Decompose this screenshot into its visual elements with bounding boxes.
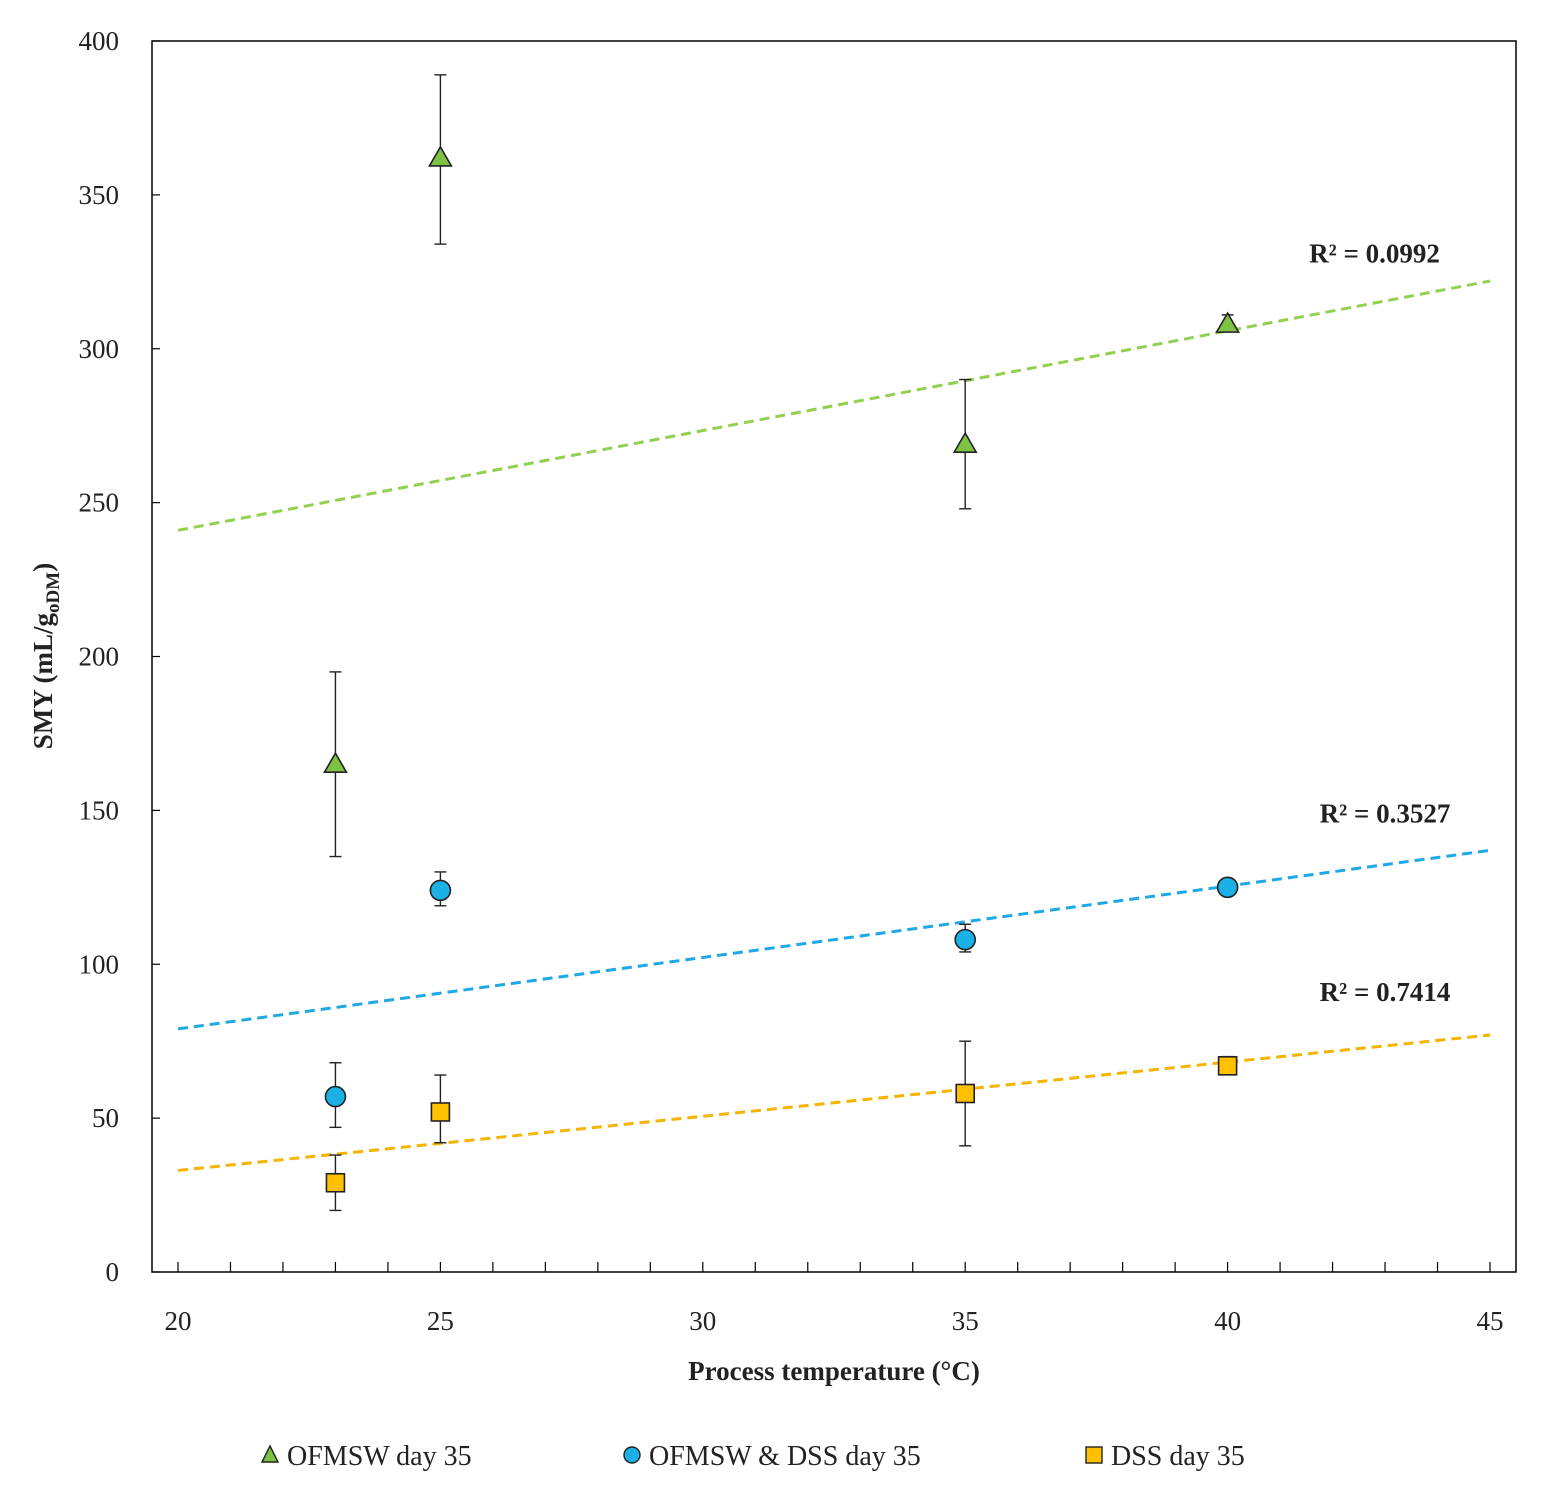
trendline-layer bbox=[177, 279, 1491, 1172]
y-axis-title: SMY (mL/goDM) bbox=[28, 563, 64, 749]
x-tick-label: 45 bbox=[1477, 1306, 1504, 1336]
legend-label: OFMSW & DSS day 35 bbox=[649, 1441, 921, 1472]
data-point-circle bbox=[1216, 876, 1239, 899]
x-tick-label: 20 bbox=[165, 1306, 192, 1336]
plot-area-frame bbox=[151, 40, 1517, 1273]
x-tick-label: 30 bbox=[689, 1306, 716, 1336]
data-point-circle bbox=[429, 879, 452, 902]
y-tick-label: 50 bbox=[92, 1103, 119, 1133]
y-tick-label: 150 bbox=[79, 795, 120, 825]
trendline-series-3 bbox=[177, 1033, 1491, 1172]
x-tick-label: 25 bbox=[427, 1306, 454, 1336]
y-axis-title-subscript: oDM bbox=[43, 572, 64, 613]
y-tick-label: 250 bbox=[79, 488, 120, 518]
legend-marker-triangle bbox=[260, 1444, 280, 1463]
trendline-series-1 bbox=[177, 279, 1491, 532]
data-point-square bbox=[955, 1083, 976, 1104]
x-axis-title: Process temperature (°C) bbox=[688, 1356, 980, 1386]
r-squared-layer: R² = 0.0992 R² = 0.3527 R² = 0.7414 bbox=[1309, 239, 1450, 1008]
r-squared-label: R² = 0.3527 bbox=[1320, 799, 1451, 829]
data-point-triangle bbox=[428, 145, 453, 167]
tick-layer: 0 50 100 150 200 250 300 350 400 20 25 30 35 40 45 bbox=[79, 26, 1504, 1336]
legend-label: OFMSW day 35 bbox=[287, 1441, 472, 1472]
data-point-triangle bbox=[1215, 311, 1240, 333]
data-point-triangle bbox=[323, 751, 348, 774]
data-point-square bbox=[1217, 1056, 1238, 1076]
data-point-square bbox=[325, 1172, 346, 1193]
data-point-circle bbox=[324, 1085, 347, 1108]
r-squared-label: R² = 0.0992 bbox=[1309, 239, 1440, 269]
x-tick-label: 35 bbox=[952, 1306, 979, 1336]
y-tick-label: 200 bbox=[79, 642, 120, 672]
y-tick-label: 0 bbox=[106, 1257, 120, 1287]
y-axis-title-main: SMY (mL/g bbox=[28, 612, 58, 749]
y-tick-label: 350 bbox=[79, 180, 120, 210]
data-point-square bbox=[430, 1102, 451, 1122]
y-axis-title-close: ) bbox=[28, 563, 58, 572]
data-point-triangle bbox=[952, 431, 978, 453]
data-point-layer bbox=[323, 145, 1240, 1193]
data-point-circle bbox=[954, 928, 977, 951]
y-tick-label: 400 bbox=[79, 26, 120, 56]
r-squared-label: R² = 0.7414 bbox=[1320, 977, 1451, 1007]
legend-label: DSS day 35 bbox=[1111, 1441, 1245, 1472]
y-tick-label: 300 bbox=[79, 334, 120, 364]
legend: OFMSW day 35 OFMSW & DSS day 35 DSS day 35 bbox=[260, 1441, 1245, 1472]
y-tick-label: 100 bbox=[79, 949, 120, 979]
trendline-series-2 bbox=[177, 848, 1491, 1031]
legend-marker-square bbox=[1085, 1446, 1103, 1464]
error-bar-layer bbox=[329, 74, 1234, 1212]
x-tick-label: 40 bbox=[1214, 1306, 1241, 1336]
legend-marker-circle bbox=[623, 1446, 641, 1464]
